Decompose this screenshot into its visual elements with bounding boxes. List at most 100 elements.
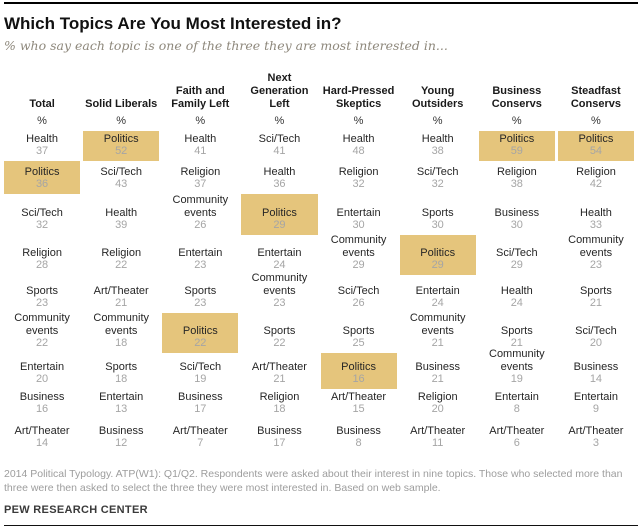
topic-cell-highlighted: Politics 22 <box>162 313 239 353</box>
topic-cell: Religion 22 <box>83 235 159 275</box>
topic-label: Sci/Tech <box>416 165 459 178</box>
topic-cell: Art/Theater 3 <box>558 419 634 453</box>
topic-label: Sports <box>342 324 375 337</box>
topic-label: Entertain <box>178 246 223 259</box>
topic-value: 22 <box>194 337 207 349</box>
topic-label: Art/Theater <box>172 424 228 437</box>
topic-value: 36 <box>35 178 49 190</box>
topic-cell: Health 41 <box>162 131 238 161</box>
topic-cell: Art/Theater 6 <box>479 419 555 453</box>
topic-value: 38 <box>431 145 444 157</box>
topic-cell: Religion 20 <box>400 389 476 419</box>
topic-label: Sports <box>184 284 217 297</box>
topic-cell: Sports 21 <box>558 275 634 313</box>
topic-cell: Sci/Tech 43 <box>83 161 159 194</box>
topic-cell: Religion 28 <box>4 235 80 275</box>
topic-label: Health <box>184 132 217 145</box>
topic-cell: Entertain 30 <box>321 194 397 235</box>
column-headers: Total Solid Liberals Faith and Family Left… <box>4 59 634 113</box>
topic-value: 12 <box>115 437 128 449</box>
topic-value: 42 <box>589 178 603 190</box>
topic-cell: Sports 23 <box>4 275 80 313</box>
column-header: Business Conservs <box>491 85 542 110</box>
topic-value: 21 <box>431 373 444 385</box>
topic-label: Art/Theater <box>331 390 387 403</box>
topic-value: 59 <box>510 145 523 157</box>
topic-cell: Sports 22 <box>241 313 317 353</box>
topic-value: 21 <box>510 337 523 349</box>
topic-value: 20 <box>35 373 49 385</box>
topic-cell: Business 17 <box>162 389 238 419</box>
topic-value: 52 <box>115 145 128 157</box>
topic-value: 21 <box>589 297 603 309</box>
topic-value: 20 <box>431 403 444 415</box>
topic-cell: Community events 19 <box>479 348 555 389</box>
topic-cell: Sci/Tech 19 <box>162 353 238 389</box>
topic-value: 32 <box>352 178 365 190</box>
topic-value: 11 <box>431 437 444 449</box>
topic-label: Art/Theater <box>251 360 307 373</box>
table-body: Health 37 Politics 52 Health 41 Sci/Tech 41 Heal… <box>4 131 634 453</box>
topic-label: Business <box>336 424 381 437</box>
topic-label: Business <box>98 424 144 437</box>
topic-value: 26 <box>194 219 207 231</box>
topic-cell: Health 37 <box>4 131 80 161</box>
topic-cell: Entertain 24 <box>400 275 476 313</box>
topic-label: Health <box>342 132 375 145</box>
topic-value: 17 <box>194 403 207 415</box>
topic-cell-highlighted: Politics 52 <box>83 131 160 161</box>
topic-value: 24 <box>273 259 286 271</box>
topic-cell: Religion 18 <box>241 389 317 419</box>
topic-cell: Sci/Tech 29 <box>479 235 555 275</box>
percent-row: %%%%%%%% <box>4 113 634 131</box>
topic-label: Art/Theater <box>410 424 466 437</box>
topic-label: Health <box>580 206 612 219</box>
topic-cell: Sci/Tech 20 <box>558 313 634 353</box>
topic-cell: Health 36 <box>241 161 317 194</box>
topic-value: 9 <box>592 403 599 415</box>
topic-value: 29 <box>510 259 523 271</box>
topic-label: Business <box>415 360 460 373</box>
topic-label: Politics <box>103 132 139 145</box>
topic-cell: Art/Theater 21 <box>83 275 159 313</box>
topic-value: 22 <box>273 337 286 349</box>
percent-sign: % <box>116 115 127 127</box>
topic-cell: Art/Theater 21 <box>241 353 317 389</box>
topic-cell: Entertain 23 <box>162 235 238 275</box>
topic-label: Entertain <box>20 360 65 373</box>
topic-value: 33 <box>589 219 603 231</box>
topic-label: Health <box>263 165 296 178</box>
topic-label: Religion <box>338 165 379 178</box>
topic-value: 3 <box>592 437 599 449</box>
topic-label: Community events <box>409 312 466 337</box>
topic-value: 21 <box>431 337 444 349</box>
topic-label: Politics <box>420 246 456 259</box>
topic-label: Sports <box>580 284 612 297</box>
topic-value: 23 <box>194 297 207 309</box>
topic-value: 22 <box>115 259 128 271</box>
footnote: 2014 Political Typology. ATP(W1): Q1/Q2.… <box>4 468 623 494</box>
topic-value: 32 <box>431 178 444 190</box>
topic-label: Entertain <box>257 246 302 259</box>
topic-label: Business <box>19 390 65 403</box>
topic-value: 16 <box>35 403 49 415</box>
topic-cell: Art/Theater 15 <box>321 389 397 419</box>
topic-cell: Entertain 13 <box>83 389 159 419</box>
topic-label: Entertain <box>99 390 144 403</box>
topic-value: 38 <box>510 178 523 190</box>
topic-value: 15 <box>352 403 365 415</box>
topic-value: 7 <box>197 437 204 449</box>
topic-label: Sci/Tech <box>21 206 63 219</box>
topic-label: Health <box>105 206 138 219</box>
topic-cell: Art/Theater 11 <box>400 419 476 453</box>
topic-label: Sports <box>26 284 58 297</box>
column-header: Hard-Pressed Skeptics <box>322 85 395 110</box>
percent-sign: % <box>37 115 47 127</box>
topic-value: 18 <box>115 337 128 349</box>
column-header: Next Generation Left <box>250 72 309 110</box>
topic-label: Entertain <box>415 284 460 297</box>
topic-label: Religion <box>259 390 300 403</box>
topic-cell: Business 12 <box>83 419 159 453</box>
topic-label: Entertain <box>494 390 539 403</box>
topic-cell: Sports 21 <box>479 313 555 353</box>
